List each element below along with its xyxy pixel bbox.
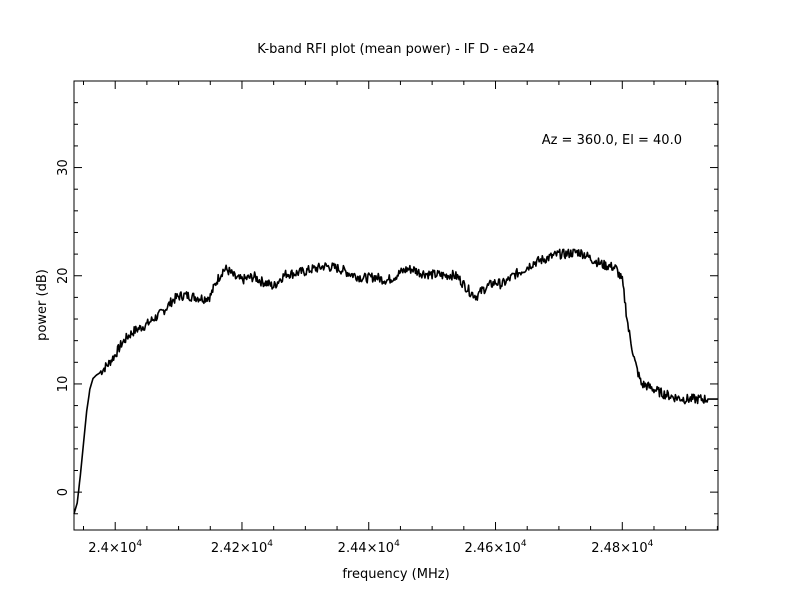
y-tick-label: 10 <box>56 376 71 393</box>
y-tick-label: 0 <box>56 488 71 496</box>
plot-frame <box>73 80 719 531</box>
y-tick-labels: 0 10 20 30 <box>56 159 71 496</box>
x-tick-label: 2.42×104 <box>211 539 273 556</box>
az-el-annotation: Az = 360.0, El = 40.0 <box>542 133 682 148</box>
y-tick-label: 20 <box>56 267 71 284</box>
x-tick-label: 2.46×104 <box>464 539 526 556</box>
plot-area <box>73 80 719 531</box>
power-series-line <box>73 248 718 515</box>
y-tick-label: 30 <box>56 159 71 176</box>
x-tick-label: 2.48×104 <box>591 539 653 556</box>
x-tick-labels: 2.4×104 2.42×104 2.44×104 2.46×104 2.48×104 <box>88 539 653 556</box>
x-tick-label: 2.4×104 <box>88 539 142 556</box>
chart-title: K-band RFI plot (mean power) - IF D - ea… <box>257 42 534 57</box>
tick-marks <box>74 80 718 530</box>
y-axis-label: power (dB) <box>35 269 50 341</box>
x-tick-label: 2.44×104 <box>338 539 400 556</box>
x-axis-label: frequency (MHz) <box>342 567 449 582</box>
